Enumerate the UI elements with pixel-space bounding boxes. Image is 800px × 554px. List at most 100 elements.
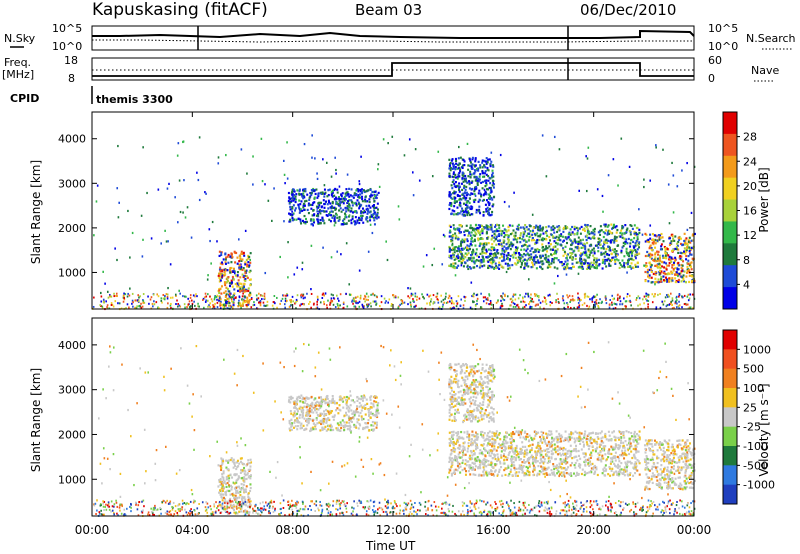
scatter-cell: [618, 297, 621, 300]
scatter-cell: [352, 417, 355, 420]
scatter-cell: [171, 296, 174, 299]
cpid-name: themis 3300: [96, 93, 173, 106]
scatter-cell: [596, 267, 599, 270]
scatter-cell: [527, 278, 530, 281]
scatter-cell: [451, 307, 454, 310]
scatter-cell: [601, 245, 604, 248]
scatter-cell: [531, 213, 534, 216]
scatter-cell: [604, 260, 607, 263]
scatter-cell: [223, 303, 226, 306]
scatter-cell: [564, 454, 567, 457]
scatter-cell: [113, 295, 116, 298]
scatter-cell: [453, 248, 456, 251]
scatter-cell: [629, 300, 632, 303]
scatter-cell: [445, 292, 447, 295]
scatter-cell: [346, 305, 349, 308]
scatter-cell: [353, 423, 356, 427]
scatter-cell: [579, 266, 582, 269]
scatter-cell: [221, 505, 224, 508]
scatter-cell: [665, 262, 668, 265]
scatter-cell: [677, 240, 680, 244]
scatter-cell: [140, 214, 143, 217]
scatter-cell: [233, 462, 236, 466]
scatter-cell: [569, 472, 572, 475]
scatter-cell: [481, 180, 484, 184]
scatter-cell: [469, 193, 472, 197]
scatter-cell: [264, 183, 266, 186]
scatter-cell: [289, 409, 292, 413]
scatter-cell: [351, 399, 354, 402]
scatter-cell: [451, 239, 454, 242]
scatter-cell: [668, 243, 671, 247]
scatter-cell: [422, 265, 425, 268]
scatter-cell: [680, 280, 683, 283]
scatter-cell: [313, 422, 316, 425]
scatter-cell: [466, 204, 469, 207]
scatter-cell: [348, 283, 351, 286]
scatter-cell: [649, 265, 652, 269]
scatter-cell: [689, 241, 692, 244]
scatter-cell: [370, 305, 372, 308]
scatter-cell: [314, 409, 317, 412]
scatter-cell: [435, 295, 438, 298]
power-colorbar-label: Power [dB]: [757, 167, 771, 232]
scatter-cell: [247, 498, 250, 502]
scatter-cell: [492, 165, 495, 168]
scatter-cell: [345, 222, 348, 225]
scatter-cell: [220, 270, 223, 273]
scatter-cell: [225, 493, 228, 497]
scatter-cell: [468, 180, 471, 183]
scatter-cell: [618, 266, 621, 270]
scatter-cell: [647, 238, 650, 242]
scatter-cell: [303, 196, 306, 199]
scatter-cell: [467, 247, 470, 251]
scatter-cell: [393, 296, 396, 299]
colorbar-swatch: [723, 155, 737, 179]
scatter-cell: [577, 298, 579, 301]
scatter-cell: [585, 254, 588, 257]
scatter-cell: [233, 487, 236, 490]
scatter-cell: [371, 190, 374, 194]
scatter-cell: [519, 241, 522, 244]
scatter-cell: [323, 192, 326, 195]
scatter-cell: [661, 236, 664, 239]
scatter-cell: [220, 463, 223, 466]
scatter-cell: [566, 253, 569, 256]
scatter-cell: [460, 247, 463, 250]
scatter-cell: [474, 187, 477, 191]
scatter-cell: [506, 242, 509, 245]
scatter-cell: [283, 173, 286, 176]
scatter-cell: [125, 307, 127, 310]
scatter-cell: [636, 433, 639, 436]
scatter-cell: [101, 305, 104, 308]
scatter-cell: [349, 210, 352, 213]
scatter-cell: [316, 400, 319, 403]
scatter-cell: [218, 276, 221, 279]
scatter-cell: [597, 242, 600, 246]
scatter-cell: [347, 397, 350, 400]
scatter-cell: [352, 196, 355, 199]
scatter-cell: [368, 303, 370, 306]
scatter-cell: [448, 264, 451, 267]
scatter-cell: [358, 414, 361, 417]
scatter-cell: [630, 250, 633, 253]
scatter-cell: [643, 264, 645, 267]
scatter-cell: [252, 155, 254, 158]
scatter-cell: [681, 295, 683, 298]
scatter-cell: [481, 250, 484, 254]
scatter-cell: [239, 276, 242, 279]
scatter-cell: [302, 202, 305, 205]
scatter-cell: [495, 235, 498, 238]
scatter-cell: [507, 234, 510, 237]
scatter-cell: [546, 266, 549, 269]
scatter-cell: [356, 219, 359, 222]
scatter-cell: [475, 294, 478, 297]
scatter-cell: [412, 300, 414, 303]
scatter-cell: [411, 293, 414, 296]
scatter-cell: [367, 422, 370, 425]
nsky-label: N.Sky: [4, 32, 36, 45]
scatter-cell: [244, 301, 247, 304]
scatter-cell: [658, 262, 661, 265]
scatter-cell: [150, 237, 153, 240]
scatter-cell: [348, 214, 351, 217]
